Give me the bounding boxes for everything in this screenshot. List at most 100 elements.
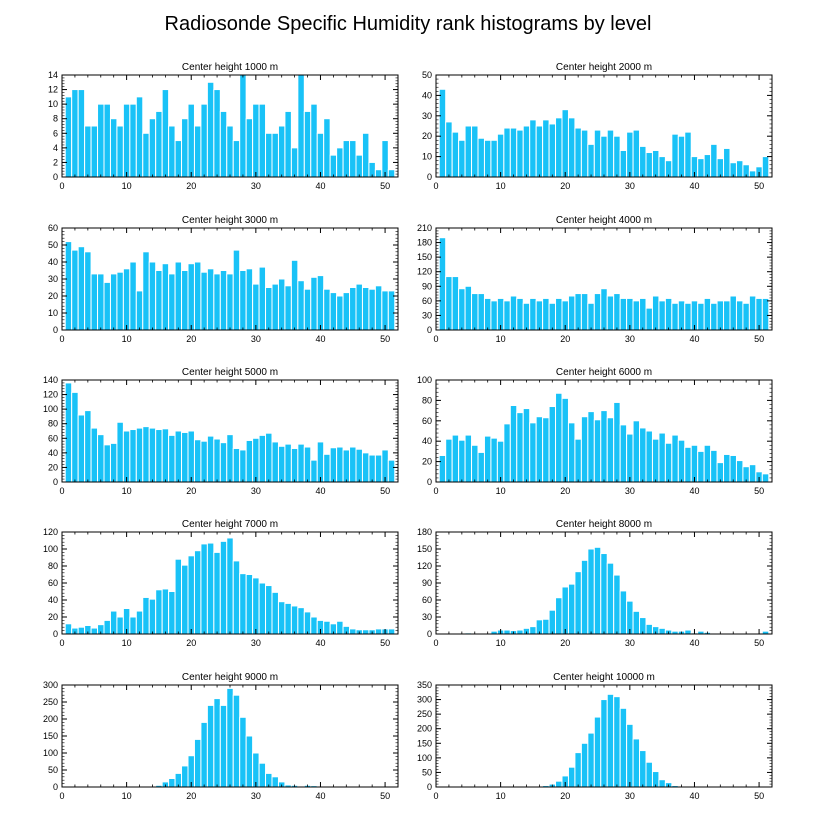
bar (529, 297, 537, 331)
bar (258, 582, 267, 635)
bar (496, 133, 505, 178)
bar (193, 125, 202, 178)
bar (555, 597, 563, 635)
bar (374, 169, 383, 178)
bar (193, 738, 202, 788)
bar (639, 427, 647, 483)
y-tick-label: 30 (422, 612, 432, 622)
bar (122, 103, 131, 178)
x-tick-label: 30 (625, 334, 635, 344)
bar (761, 473, 770, 483)
bar (193, 261, 202, 331)
bar (587, 302, 595, 331)
bar (226, 125, 234, 178)
bar (155, 110, 163, 178)
bar (265, 287, 273, 331)
bar (297, 280, 305, 331)
panel-6: Center height 7000 m 0 10 20 30 40 50 0 20 40 60 80… (43, 519, 399, 648)
bar (116, 616, 124, 635)
bar (277, 601, 286, 635)
bar (148, 427, 157, 483)
bar (368, 288, 376, 331)
panel-4: Center height 5000 m 0 10 20 30 40 50 0 20 40 60 80… (43, 367, 399, 496)
bar (142, 251, 150, 331)
panel-1: Center height 2000 m 0 10 20 30 40 50 0 10 20 30 40… (422, 62, 773, 191)
bar (567, 117, 576, 178)
bar (567, 422, 576, 483)
y-tick-label: 30 (422, 310, 432, 320)
bar (200, 543, 208, 635)
bar (555, 392, 563, 483)
bar (103, 281, 111, 331)
bar (542, 119, 550, 178)
bar (735, 460, 744, 483)
x-tick-label: 40 (689, 638, 699, 648)
x-tick-label: 0 (433, 486, 438, 496)
bar (458, 439, 466, 483)
bar (109, 610, 118, 635)
y-tick-label: 300 (43, 680, 58, 690)
bar (336, 295, 344, 331)
bar (606, 562, 615, 635)
bar (129, 261, 137, 331)
bar (735, 160, 744, 178)
bar (516, 412, 524, 483)
x-tick-label: 10 (122, 181, 132, 191)
bar (213, 698, 221, 788)
bar (658, 300, 666, 331)
bar (323, 288, 331, 331)
bar (677, 135, 686, 178)
bar (310, 459, 318, 483)
bar (297, 443, 305, 483)
bar (710, 449, 718, 483)
bar (361, 629, 370, 635)
bar (161, 89, 170, 178)
x-tick-label: 50 (754, 638, 764, 648)
bar (516, 297, 524, 331)
bar (342, 140, 351, 178)
bar (193, 439, 202, 483)
y-tick-label: 20 (422, 457, 432, 467)
bar (522, 408, 531, 483)
bar (438, 88, 447, 178)
bar (567, 766, 576, 788)
bar (200, 103, 208, 178)
bar (226, 537, 234, 635)
bar (323, 620, 331, 635)
bar (516, 129, 524, 178)
bar (349, 446, 357, 483)
bar (245, 118, 254, 178)
bar (381, 140, 389, 178)
bar (496, 440, 505, 483)
x-tick-label: 50 (754, 791, 764, 801)
bar (729, 295, 737, 331)
y-tick-label: 0 (427, 782, 432, 792)
bar (342, 449, 351, 483)
bar (316, 275, 325, 331)
bar (135, 290, 144, 331)
bar (103, 444, 111, 483)
bar (684, 131, 692, 178)
y-tick-label: 250 (417, 709, 432, 719)
x-tick-label: 10 (496, 181, 506, 191)
bar (438, 237, 447, 331)
bar (535, 300, 544, 331)
bar (168, 591, 176, 635)
bar (503, 300, 511, 331)
bar (109, 273, 118, 331)
bar (303, 446, 312, 483)
bar (219, 442, 228, 483)
bar (336, 147, 344, 178)
bar (310, 276, 318, 331)
y-tick-label: 0 (427, 172, 432, 182)
x-tick-label: 20 (186, 486, 196, 496)
bar (226, 687, 234, 788)
bar (277, 278, 286, 331)
bar (684, 629, 692, 635)
y-tick-label: 150 (417, 738, 432, 748)
bar (613, 135, 621, 178)
bar (187, 430, 195, 483)
bar (574, 438, 582, 483)
panel-title: Center height 4000 m (556, 215, 652, 226)
bar (226, 434, 234, 483)
